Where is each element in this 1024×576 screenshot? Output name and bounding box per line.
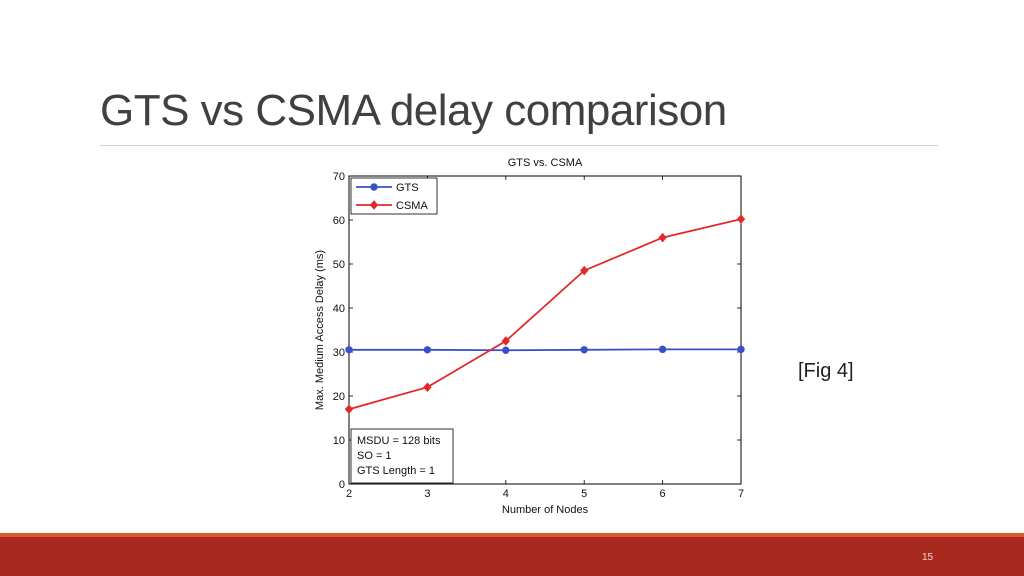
series-csma	[344, 214, 746, 414]
legend-box	[350, 177, 438, 215]
x-tick-label: 6	[660, 488, 666, 500]
legend: GTS CSMA	[350, 177, 438, 215]
chart-title: GTS vs. CSMA	[508, 157, 583, 169]
page-number: 15	[922, 552, 934, 563]
y-tick-label: 20	[333, 391, 345, 403]
series-line-gts	[349, 348, 741, 352]
data-point-csma	[580, 265, 589, 276]
data-point-gts	[737, 345, 745, 354]
y-axis-label: Max. Medium Access Delay (ms)	[314, 250, 326, 410]
legend-marker-gts	[370, 183, 378, 191]
x-axis-label: Number of Nodes	[502, 504, 589, 516]
x-tick-label: 4	[503, 488, 509, 500]
y-tick-label: 0	[339, 479, 345, 491]
y-tick-label: 40	[333, 303, 345, 315]
y-tick-label: 60	[333, 215, 345, 227]
series-gts	[345, 345, 745, 354]
footer-band	[0, 533, 1024, 576]
data-point-gts	[502, 346, 510, 354]
y-tick-label: 30	[333, 347, 345, 359]
annotation-line: MSDU = 128 bits	[357, 435, 441, 447]
legend-label-gts: GTS	[396, 182, 419, 194]
title-divider	[100, 145, 938, 146]
annotation-line: SO = 1	[357, 450, 392, 462]
legend-marker-csma	[369, 200, 379, 210]
x-tick-label: 7	[738, 488, 744, 500]
y-tick-label: 70	[333, 171, 345, 183]
data-point-gts	[345, 346, 353, 354]
parameter-annotation: MSDU = 128 bits SO = 1 GTS Length = 1	[350, 428, 454, 484]
x-tick-label: 3	[424, 488, 430, 500]
data-point-gts	[580, 346, 588, 354]
legend-label-csma: CSMA	[396, 200, 428, 212]
annotation-box	[350, 428, 454, 484]
y-tick-label: 50	[333, 259, 345, 271]
data-point-csma	[736, 214, 746, 224]
slide-title: GTS vs CSMA delay comparison	[100, 86, 727, 135]
x-tick-label: 2	[346, 488, 352, 500]
data-point-gts	[658, 345, 667, 354]
data-point-gts	[423, 346, 432, 354]
y-tick-label: 10	[333, 435, 345, 447]
data-point-csma	[658, 232, 667, 243]
data-point-csma	[344, 404, 354, 414]
x-tick-label: 5	[581, 488, 587, 500]
data-point-csma	[423, 382, 432, 392]
figure-label: [Fig 4]	[798, 360, 854, 382]
series-line-csma	[348, 218, 742, 411]
annotation-line: GTS Length = 1	[357, 465, 435, 477]
data-point-csma	[501, 336, 510, 346]
